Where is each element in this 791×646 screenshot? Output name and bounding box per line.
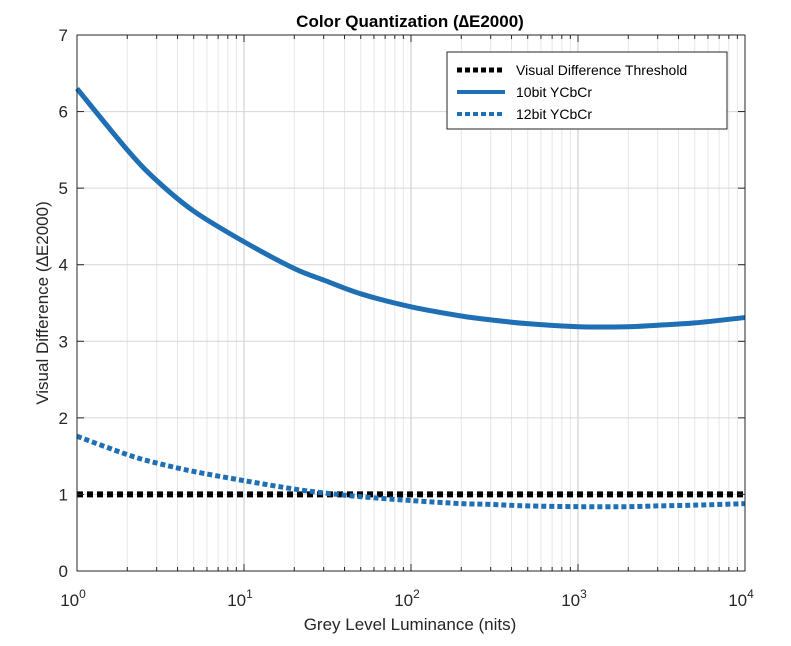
- tick-marks: [76, 34, 746, 572]
- chart-title: Color Quantization (∆E2000): [296, 12, 524, 31]
- y-tick-label: 0: [59, 562, 68, 581]
- series-12bit-line: [76, 433, 746, 510]
- y-axis-label: Visual Difference (∆E2000): [33, 201, 52, 405]
- y-tick-label: 1: [59, 485, 68, 504]
- y-tick-labels: 0 1 2 3 4 5 6 7: [59, 26, 68, 581]
- x-tick-label: 101: [227, 587, 253, 610]
- y-tick-label: 2: [59, 409, 68, 428]
- legend: Visual Difference Threshold 10bit YCbCr …: [446, 51, 728, 130]
- x-tick-label: 100: [60, 587, 86, 610]
- x-axis-label: Grey Level Luminance (nits): [304, 615, 517, 634]
- y-tick-label: 4: [59, 256, 68, 275]
- legend-label-10bit: 10bit YCbCr: [516, 84, 592, 100]
- x-tick-label: 104: [728, 587, 754, 610]
- y-tick-label: 3: [59, 332, 68, 351]
- x-tick-label: 102: [394, 587, 420, 610]
- x-tick-label: 103: [561, 587, 587, 610]
- series-10bit-line: [75, 87, 746, 330]
- y-tick-label: 7: [59, 26, 68, 45]
- legend-label-12bit: 12bit YCbCr: [516, 106, 592, 122]
- series-layer: [75, 87, 746, 510]
- y-tick-label: 6: [59, 103, 68, 122]
- y-tick-label: 5: [59, 179, 68, 198]
- x-tick-labels: 100 101 102 103 104: [60, 587, 754, 610]
- minor-grid: [126, 35, 738, 571]
- legend-label-threshold: Visual Difference Threshold: [516, 62, 687, 78]
